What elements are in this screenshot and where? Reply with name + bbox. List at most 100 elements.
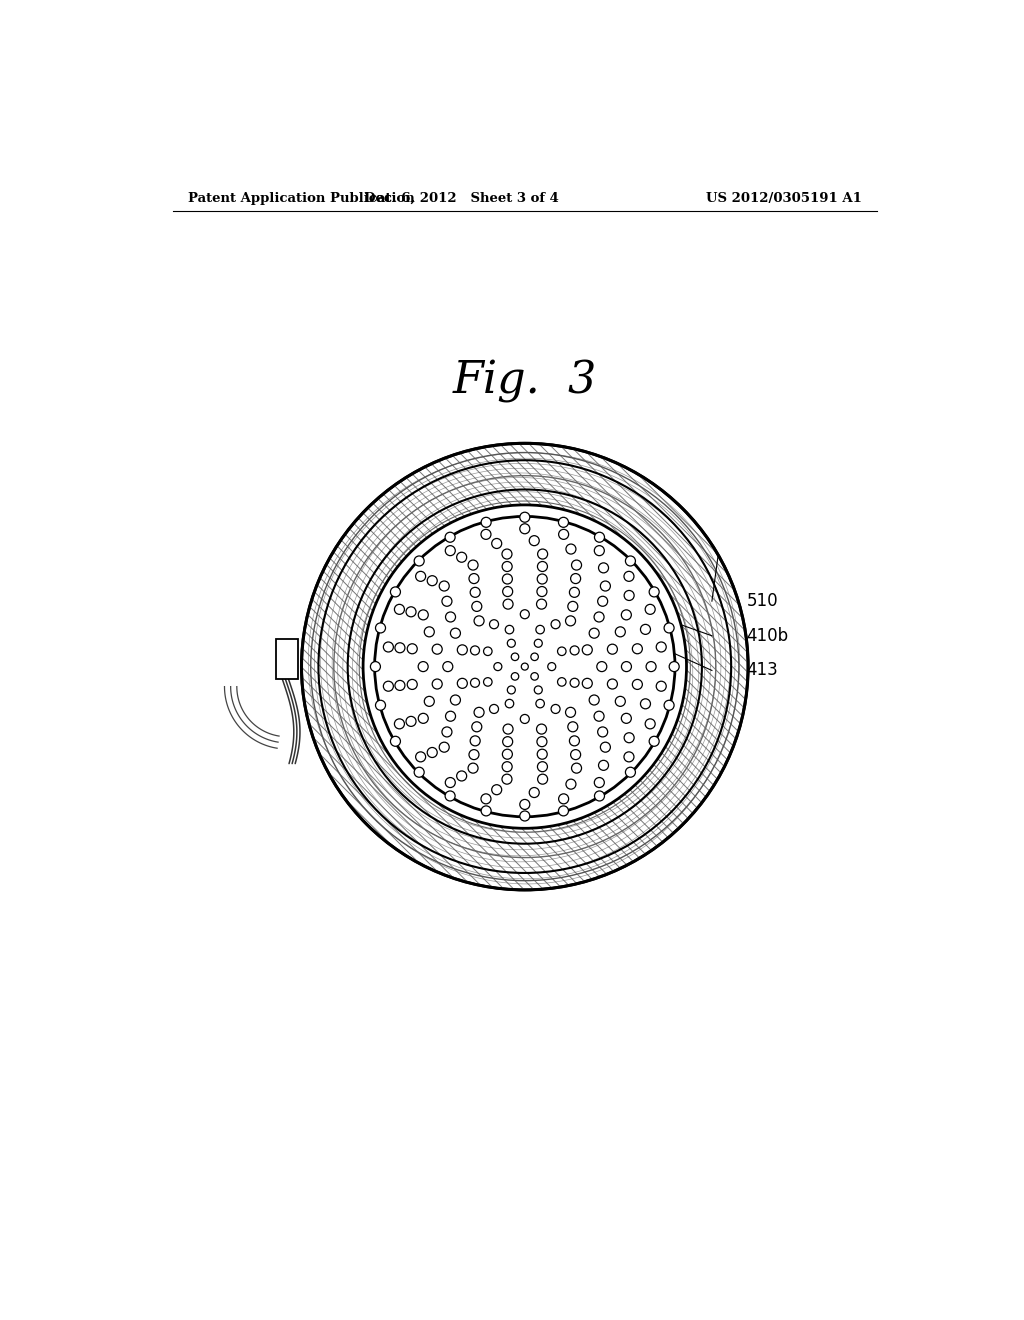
Circle shape <box>301 444 749 890</box>
Circle shape <box>567 722 578 731</box>
Text: 413: 413 <box>746 661 778 680</box>
Circle shape <box>472 722 482 731</box>
Circle shape <box>669 661 679 672</box>
Circle shape <box>535 639 543 647</box>
Circle shape <box>503 586 513 597</box>
Circle shape <box>505 700 514 708</box>
Circle shape <box>489 619 499 628</box>
Circle shape <box>474 616 484 626</box>
Circle shape <box>472 602 482 611</box>
Circle shape <box>538 774 548 784</box>
Circle shape <box>451 628 461 638</box>
Circle shape <box>537 599 547 609</box>
Circle shape <box>502 561 512 572</box>
Circle shape <box>589 696 599 705</box>
Circle shape <box>626 556 636 566</box>
Circle shape <box>594 711 604 721</box>
Circle shape <box>559 529 568 540</box>
Circle shape <box>371 661 381 672</box>
Circle shape <box>469 750 479 759</box>
Circle shape <box>559 793 568 804</box>
Circle shape <box>599 760 608 771</box>
Circle shape <box>567 602 578 611</box>
Circle shape <box>538 762 548 772</box>
Circle shape <box>457 771 467 781</box>
Circle shape <box>649 737 659 746</box>
Circle shape <box>520 512 529 523</box>
Circle shape <box>505 626 514 634</box>
Circle shape <box>418 661 428 672</box>
Circle shape <box>530 673 539 680</box>
Circle shape <box>626 767 636 777</box>
Circle shape <box>520 714 529 723</box>
Circle shape <box>565 708 575 717</box>
Circle shape <box>474 708 484 717</box>
Circle shape <box>445 711 456 721</box>
Circle shape <box>407 717 416 726</box>
Circle shape <box>535 686 543 694</box>
Circle shape <box>536 626 545 634</box>
Text: Fig.  3: Fig. 3 <box>453 360 597 404</box>
Circle shape <box>439 742 450 752</box>
Circle shape <box>502 549 512 560</box>
Circle shape <box>424 627 434 636</box>
Circle shape <box>439 581 450 591</box>
Circle shape <box>442 597 452 606</box>
Circle shape <box>607 678 617 689</box>
Circle shape <box>458 645 467 655</box>
Circle shape <box>483 677 493 686</box>
Circle shape <box>418 713 428 723</box>
Circle shape <box>594 612 604 622</box>
Circle shape <box>640 698 650 709</box>
Circle shape <box>390 737 400 746</box>
Circle shape <box>520 800 529 809</box>
Circle shape <box>594 777 604 788</box>
Circle shape <box>551 619 560 628</box>
Circle shape <box>607 644 617 655</box>
Circle shape <box>507 639 515 647</box>
Circle shape <box>622 610 632 620</box>
Circle shape <box>570 574 581 583</box>
Circle shape <box>468 763 478 774</box>
Circle shape <box>665 700 674 710</box>
Circle shape <box>538 549 548 560</box>
Circle shape <box>395 643 404 653</box>
Circle shape <box>408 680 417 689</box>
Circle shape <box>615 627 626 636</box>
Text: 410b: 410b <box>746 627 788 644</box>
Circle shape <box>520 524 529 533</box>
Circle shape <box>598 727 607 737</box>
Circle shape <box>571 763 582 774</box>
Circle shape <box>624 752 634 762</box>
Circle shape <box>445 612 456 622</box>
Circle shape <box>520 810 529 821</box>
Circle shape <box>558 807 568 816</box>
Circle shape <box>600 742 610 752</box>
Circle shape <box>483 647 493 656</box>
Text: US 2012/0305191 A1: US 2012/0305191 A1 <box>707 191 862 205</box>
Circle shape <box>458 678 467 688</box>
Circle shape <box>656 681 667 692</box>
Circle shape <box>589 628 599 638</box>
Circle shape <box>376 700 385 710</box>
Circle shape <box>625 590 634 601</box>
Circle shape <box>565 616 575 626</box>
Circle shape <box>383 642 393 652</box>
Circle shape <box>538 561 548 572</box>
Circle shape <box>665 623 674 634</box>
Circle shape <box>530 653 539 660</box>
Circle shape <box>569 735 580 746</box>
Circle shape <box>551 705 560 714</box>
Circle shape <box>416 752 426 762</box>
Circle shape <box>427 576 437 586</box>
Text: 510: 510 <box>746 593 778 610</box>
Circle shape <box>481 807 492 816</box>
Circle shape <box>442 727 452 737</box>
Circle shape <box>503 725 513 734</box>
Circle shape <box>445 777 456 788</box>
Circle shape <box>489 705 499 714</box>
Circle shape <box>537 737 547 747</box>
Circle shape <box>470 678 479 688</box>
Circle shape <box>615 697 626 706</box>
Circle shape <box>529 536 540 545</box>
